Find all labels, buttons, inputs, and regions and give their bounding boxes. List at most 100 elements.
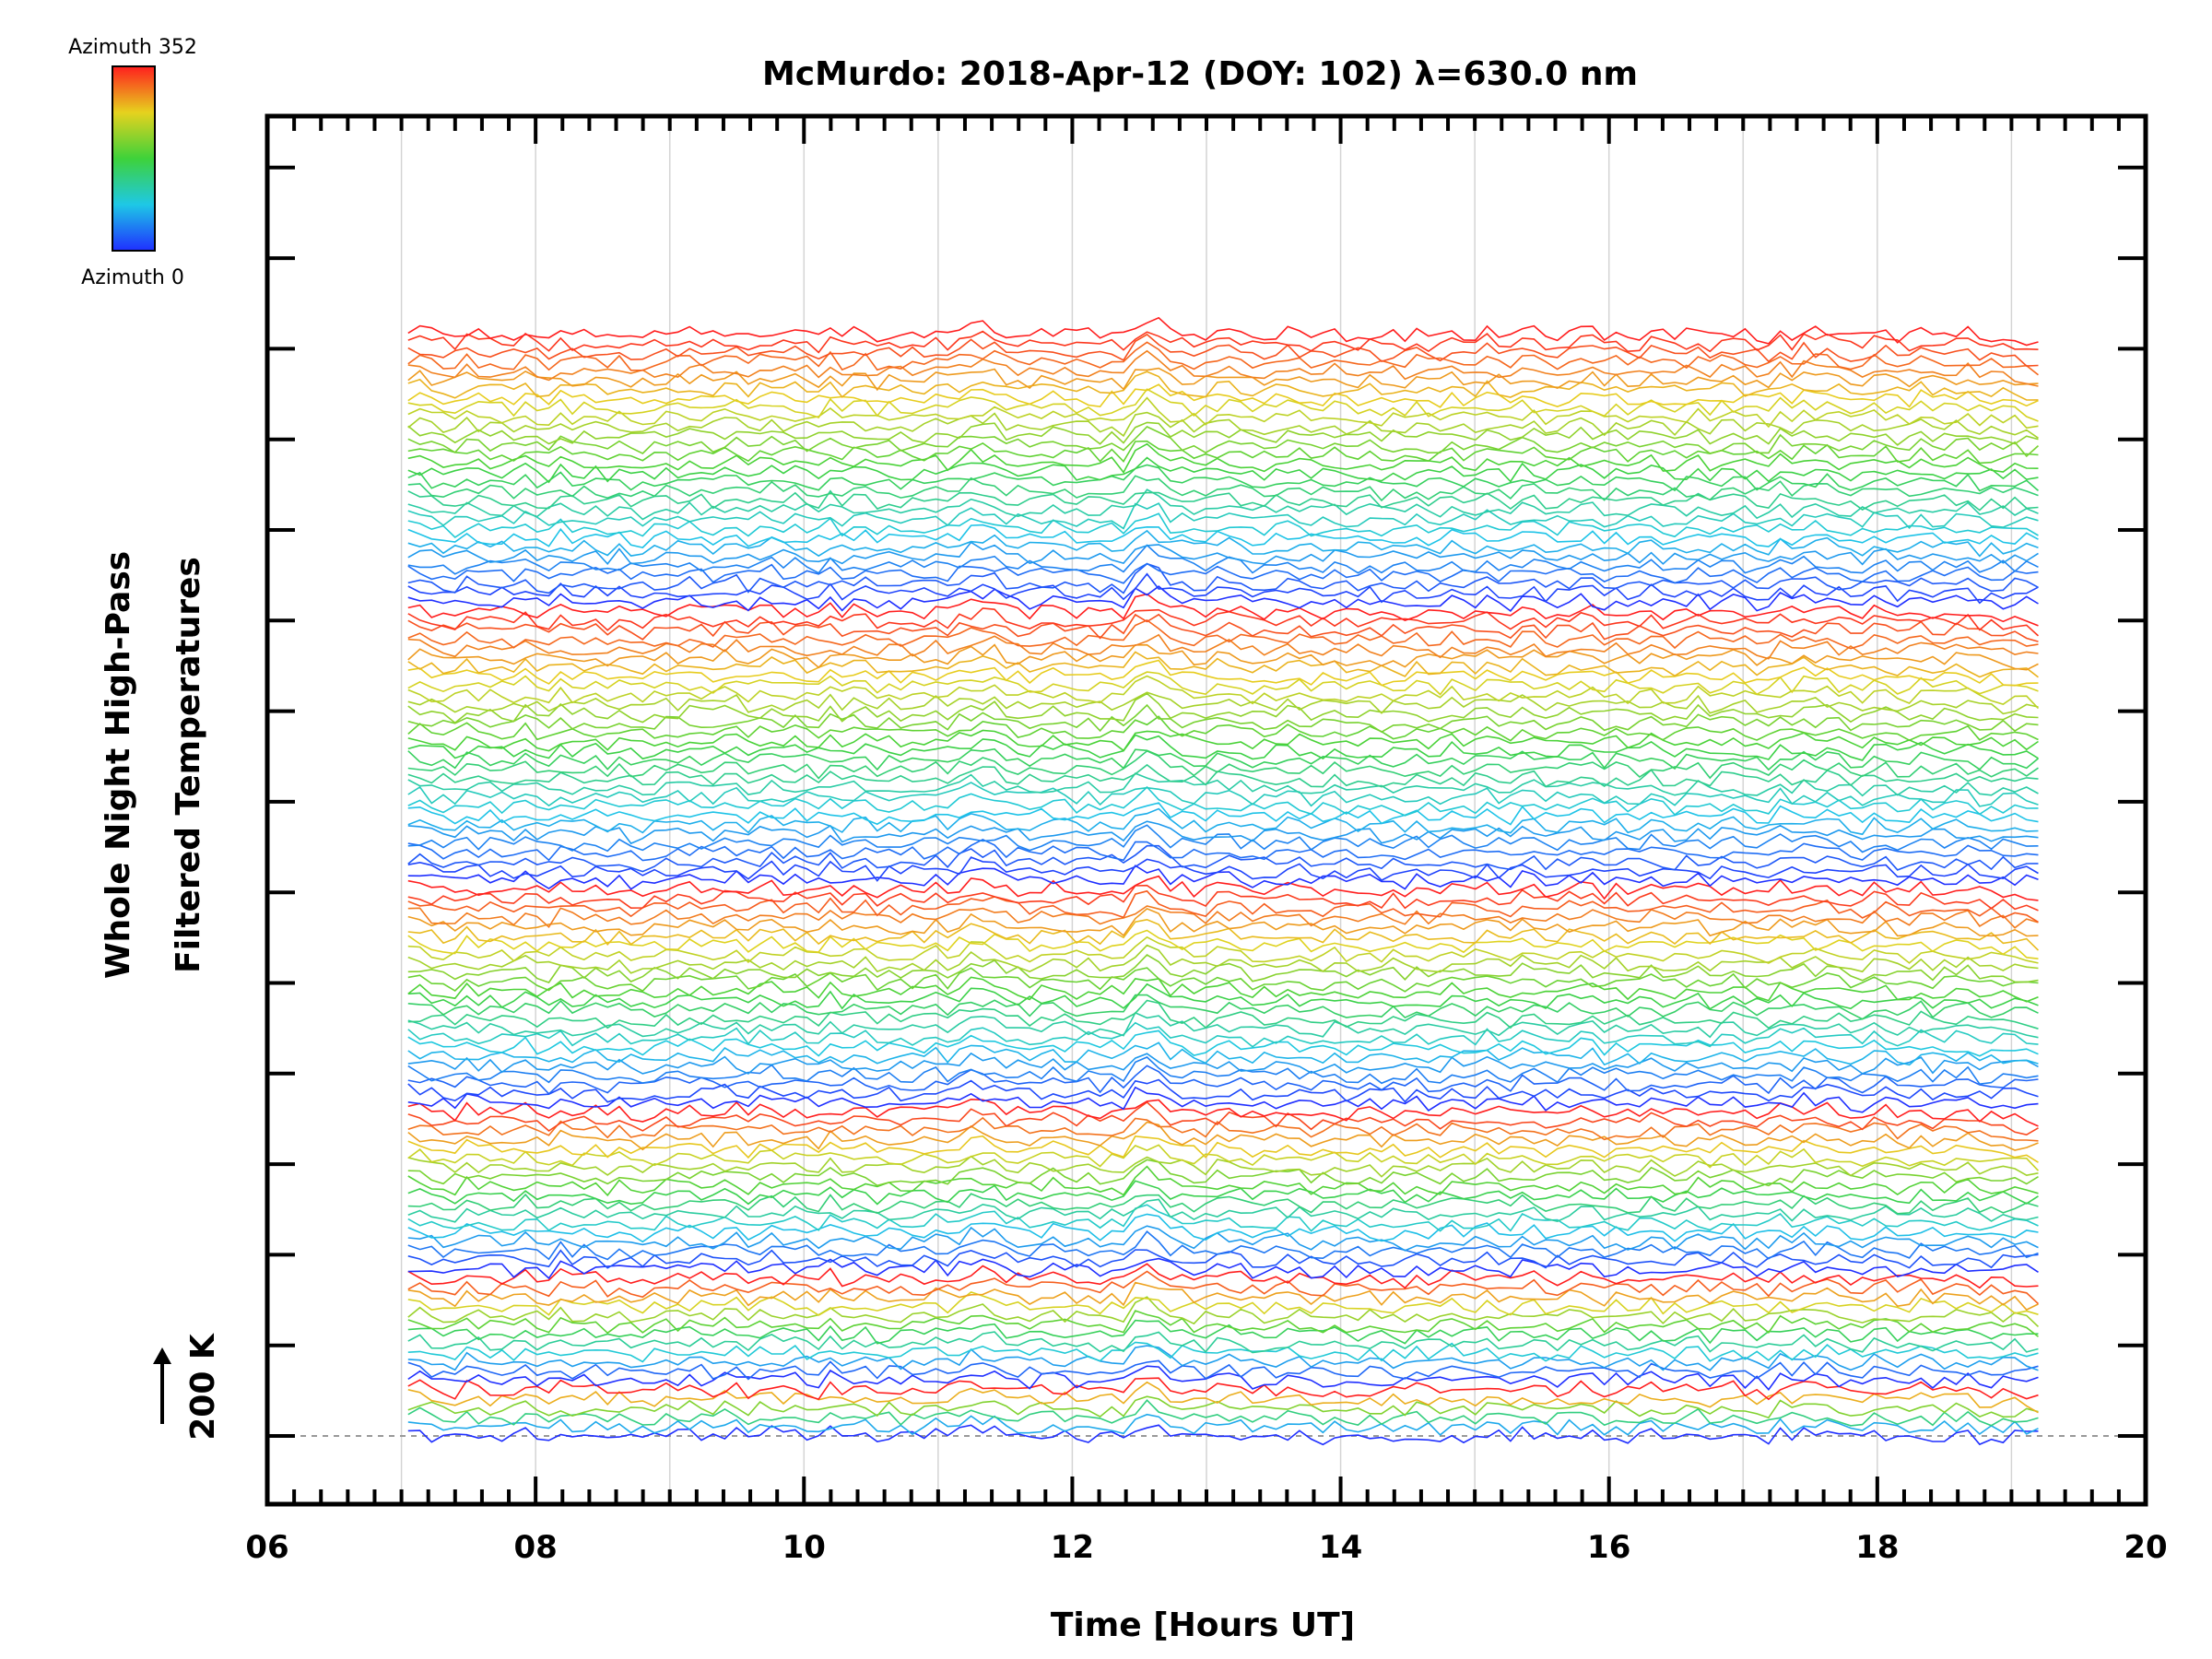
axis-ticks [265,116,2147,1504]
scale-marker: 200 K [153,1333,222,1441]
trace-6 [407,1377,2039,1401]
trace-19 [407,1257,2039,1280]
x-tick-label: 10 [782,1529,826,1566]
trace-69 [407,785,2039,817]
trace-72 [407,763,2039,788]
trace-54 [407,929,2039,959]
trace-8 [407,1359,2039,1381]
trace-39 [407,1065,2039,1095]
trace-50 [407,967,2039,993]
x-tick-label: 20 [2124,1529,2167,1566]
trace-87 [407,618,2039,650]
trace-57 [407,905,2039,929]
x-tick-label: 08 [513,1529,557,1566]
trace-70 [407,782,2039,807]
trace-107 [407,440,2039,465]
trace-95 [407,544,2039,575]
trace-45 [407,1011,2039,1039]
trace-2 [407,1413,2039,1436]
trace-88 [407,613,2039,642]
trace-18 [407,1263,2039,1289]
trace-104 [407,464,2040,492]
trace-96 [407,541,2039,566]
trace-38 [407,1078,2039,1103]
trace-46 [407,999,2039,1030]
trace-78 [407,703,2039,734]
trace-98 [407,524,2039,548]
trace-94 [407,562,2039,584]
colorbar-top-label: Azimuth 352 [68,36,197,59]
trace-86 [407,633,2039,660]
chart-title: McMurdo: 2018-Apr-12 (DOY: 102) λ=630.0 … [762,55,1638,93]
trace-79 [407,692,2039,724]
trace-100 [407,502,2039,530]
x-tick-label: 16 [1587,1529,1630,1566]
trace-5 [407,1381,2039,1414]
trace-92 [407,572,2039,605]
x-axis-label: Time [Hours UT] [1051,1606,1355,1644]
trace-91 [407,585,2039,612]
x-tick-label: 18 [1855,1529,1899,1566]
trace-59 [407,884,2039,912]
trace-67 [407,807,2039,836]
trace-68 [407,802,2039,826]
trace-16 [407,1281,2039,1312]
trace-30 [407,1155,2039,1178]
trace-55 [407,918,2040,951]
trace-37 [407,1086,2039,1113]
trace-15 [407,1291,2039,1316]
trace-90 [407,593,2039,627]
trace-109 [407,421,2039,446]
trace-28 [407,1165,2039,1197]
trace-33 [407,1121,2039,1151]
trace-84 [407,651,2039,678]
trace-80 [407,691,2039,715]
trace-118 [407,333,2039,367]
trace-23 [407,1213,2039,1243]
trace-76 [407,729,2039,752]
trace-35 [407,1100,2039,1136]
trace-9 [407,1345,2039,1371]
trace-93 [407,562,2039,594]
trace-32 [407,1135,2039,1163]
trace-17 [407,1270,2040,1305]
trace-74 [407,747,2040,771]
trace-56 [407,907,2039,937]
trace-11 [407,1331,2039,1354]
trace-49 [407,976,2039,1003]
trace-102 [407,489,2039,512]
trace-113 [407,383,2039,408]
trace-40 [407,1056,2039,1086]
trace-27 [407,1180,2039,1206]
trace-119 [407,330,2039,354]
trace-26 [407,1193,2039,1215]
trace-82 [407,671,2039,696]
trace-89 [407,607,2040,637]
trace-115 [407,367,2039,392]
colorbar [112,65,156,252]
trace-44 [407,1021,2039,1048]
trace-41 [407,1052,2039,1075]
trace-25 [407,1198,2039,1223]
trace-81 [407,675,2040,710]
x-tick-label: 06 [245,1529,288,1566]
trace-3 [407,1399,2039,1427]
gridlines [400,116,2013,1504]
trace-116 [407,349,2039,387]
y-axis-label-line1: Whole Night High-Pass [100,551,137,979]
scale-label: 200 K [184,1333,222,1441]
trace-31 [407,1144,2040,1171]
trace-4 [407,1395,2039,1419]
trace-112 [407,388,2039,422]
trace-120 [407,316,2039,347]
trace-66 [407,820,2039,845]
trace-53 [407,935,2039,964]
trace-36 [407,1098,2039,1127]
trace-97 [407,529,2039,558]
trace-42 [407,1041,2039,1066]
trace-101 [407,488,2039,521]
trace-111 [407,396,2039,429]
trace-65 [407,824,2039,853]
trace-43 [407,1030,2039,1057]
trace-64 [407,839,2039,862]
